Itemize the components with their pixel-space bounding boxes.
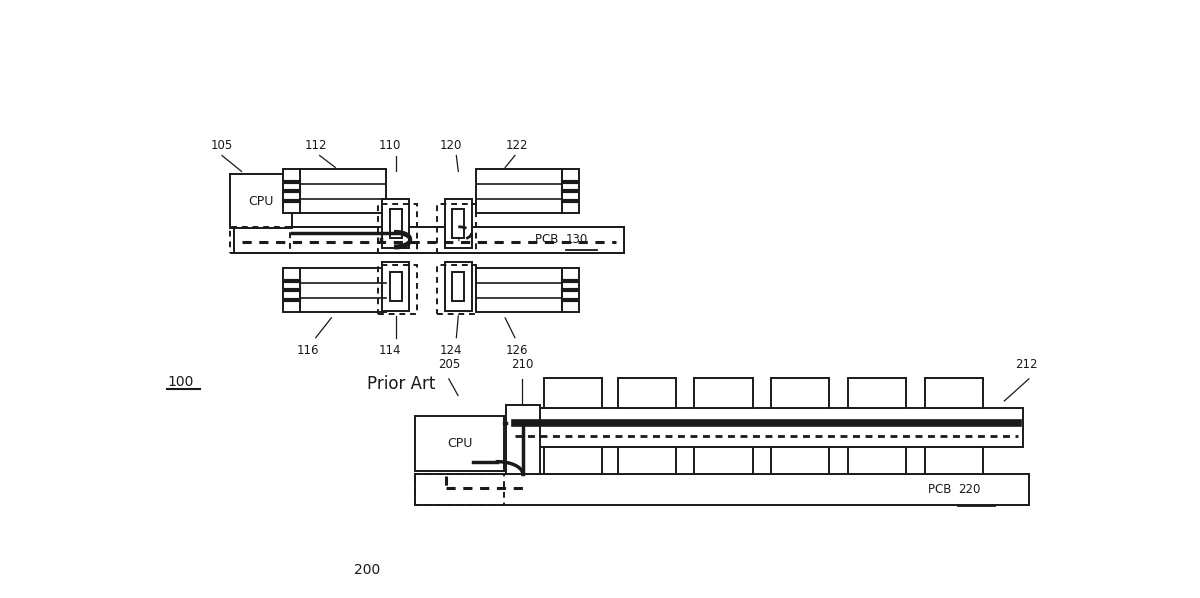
Bar	[695, 447, 752, 474]
Text: 212: 212	[1015, 358, 1038, 371]
Text: PCB: PCB	[535, 233, 562, 246]
Bar	[772, 377, 829, 408]
Bar	[437, 204, 476, 252]
Bar	[847, 377, 906, 408]
Text: 120: 120	[439, 139, 462, 151]
Bar	[229, 175, 293, 228]
Bar	[544, 447, 602, 474]
Text: Prior Art: Prior Art	[367, 376, 436, 393]
Text: 110: 110	[379, 139, 401, 151]
Bar	[300, 169, 386, 213]
Bar	[382, 199, 409, 248]
Bar	[415, 416, 504, 471]
Bar	[452, 209, 464, 238]
Bar	[378, 266, 418, 314]
Bar	[506, 405, 540, 474]
Bar	[390, 209, 402, 238]
Bar	[476, 169, 562, 213]
Text: 116: 116	[296, 344, 319, 356]
Text: 210: 210	[511, 358, 534, 371]
Bar	[924, 447, 983, 474]
Bar	[924, 377, 983, 408]
Text: 124: 124	[439, 344, 462, 356]
Bar	[378, 204, 418, 252]
Bar	[695, 377, 752, 408]
Bar	[452, 272, 464, 301]
Text: 105: 105	[210, 139, 233, 151]
Text: 122: 122	[505, 139, 528, 151]
Bar	[772, 447, 829, 474]
Text: CPU: CPU	[446, 437, 473, 450]
Bar	[229, 227, 290, 252]
Bar	[562, 269, 578, 312]
Text: 114: 114	[379, 344, 401, 356]
Text: 220: 220	[959, 483, 980, 496]
Bar	[445, 263, 472, 311]
Bar	[618, 377, 676, 408]
Text: 205: 205	[438, 358, 460, 371]
Text: 200: 200	[354, 563, 380, 576]
Text: PCB: PCB	[928, 483, 955, 496]
Text: CPU: CPU	[248, 194, 274, 208]
Bar	[437, 266, 476, 314]
Text: 130: 130	[565, 233, 588, 246]
Bar	[234, 227, 624, 252]
Bar	[476, 269, 562, 312]
Bar	[510, 408, 1022, 447]
Text: 100: 100	[167, 376, 193, 389]
Bar	[847, 447, 906, 474]
Bar	[300, 269, 386, 312]
Bar	[390, 272, 402, 301]
Bar	[283, 169, 300, 213]
Text: 126: 126	[505, 344, 528, 356]
Bar	[562, 169, 578, 213]
Bar	[234, 227, 624, 252]
Bar	[382, 263, 409, 311]
Text: 112: 112	[305, 139, 326, 151]
Bar	[544, 377, 602, 408]
Bar	[283, 269, 300, 312]
Bar	[415, 474, 1028, 505]
Bar	[618, 447, 676, 474]
Bar	[445, 199, 472, 248]
Bar	[415, 474, 504, 505]
